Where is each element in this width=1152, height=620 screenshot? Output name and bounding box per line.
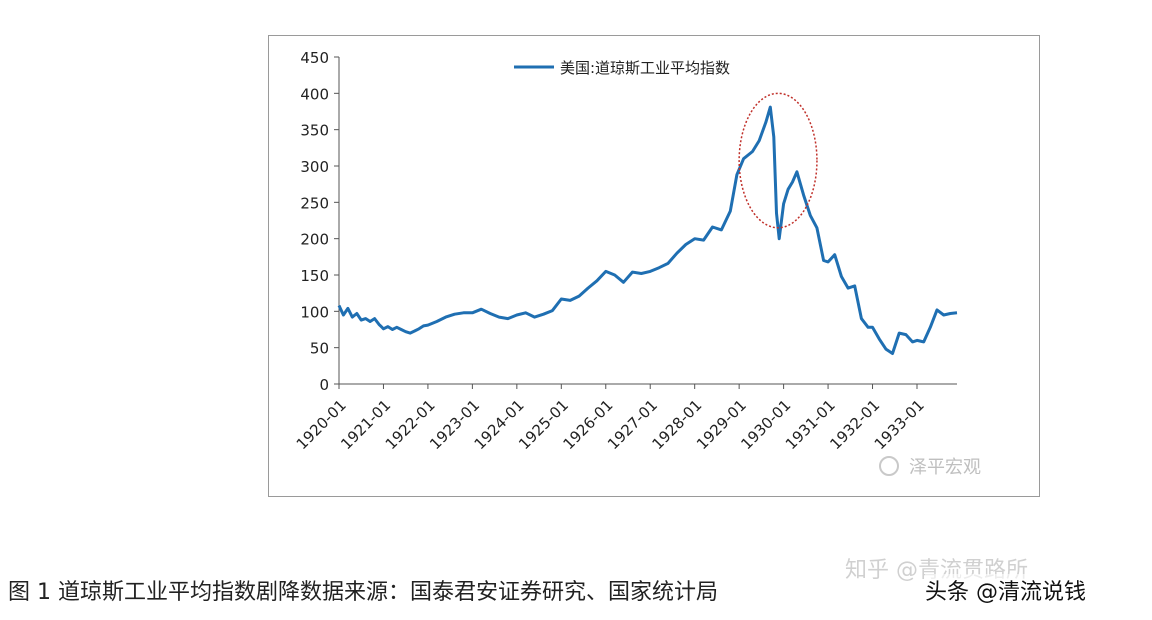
y-tick-label: 0 [319, 376, 329, 394]
chart-figure: 0 50 100 150 200 250 300 350 400 450 1920-01 1921-… [268, 35, 1040, 497]
inner-watermark-text: 泽平宏观 [909, 457, 981, 478]
y-tick-label: 150 [300, 267, 329, 285]
wechat-logo-icon [879, 456, 899, 476]
y-tick-label: 450 [300, 49, 329, 67]
series-line [337, 105, 958, 355]
highlight-ellipse [738, 92, 818, 229]
y-axis: 0 50 100 150 200 250 300 350 400 450 [300, 49, 340, 394]
x-tick-label: 1933-01 [871, 396, 928, 453]
inner-watermark: 泽平宏观 [879, 456, 981, 478]
legend-label: 美国:道琼斯工业平均指数 [560, 59, 730, 77]
y-tick-label: 300 [300, 158, 329, 176]
figure-caption: 图 1 道琼斯工业平均指数剧降数据来源：国泰君安证券研究、国家统计局 [8, 580, 718, 605]
toutiao-watermark: 头条 @清流说钱 [925, 574, 1086, 606]
y-tick-label: 400 [300, 85, 329, 103]
y-tick-label: 50 [310, 340, 329, 358]
plot-area [337, 92, 958, 355]
y-tick-label: 100 [300, 303, 329, 321]
y-tick-label: 350 [300, 122, 329, 140]
y-tick-label: 200 [300, 231, 329, 249]
y-tick-label: 250 [300, 194, 329, 212]
dow-jones-line-chart: 0 50 100 150 200 250 300 350 400 450 1920-011921-… [293, 49, 981, 478]
legend: 美国:道琼斯工业平均指数 [514, 59, 730, 77]
x-axis: 1920-011921-011922-011923-011924-011925-… [293, 383, 957, 453]
